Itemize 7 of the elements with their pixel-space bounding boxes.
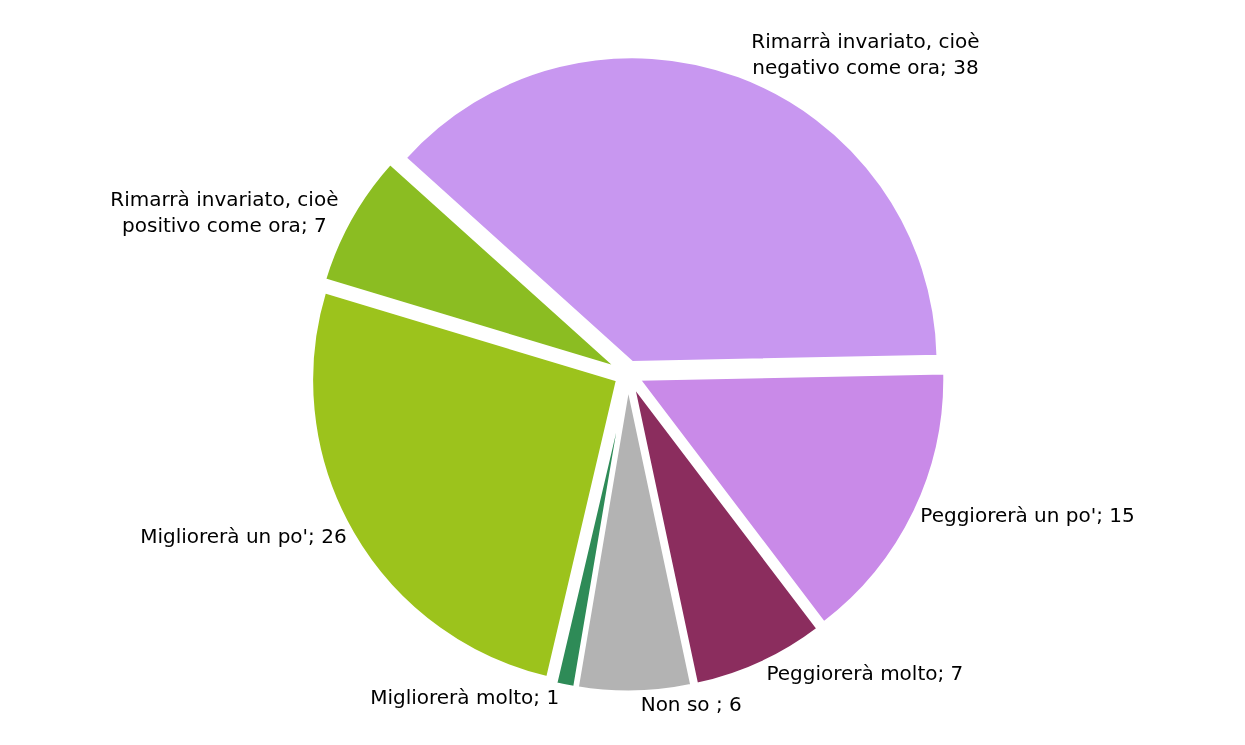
slice-label: Non so ; 6 xyxy=(640,691,742,716)
slice-label: Peggiorerà molto; 7 xyxy=(766,661,964,686)
slice-label: Migliorerà molto; 1 xyxy=(370,685,560,710)
slice-label: Rimarrà invariato, cioè negativo come ora; 38 xyxy=(751,28,980,79)
slice-label: Rimarrà invariato, cioè positivo come ora; 7 xyxy=(110,186,339,237)
slice-label: Peggiorerà un po'; 15 xyxy=(920,502,1135,527)
slice-label: Migliorerà un po'; 26 xyxy=(140,524,347,548)
